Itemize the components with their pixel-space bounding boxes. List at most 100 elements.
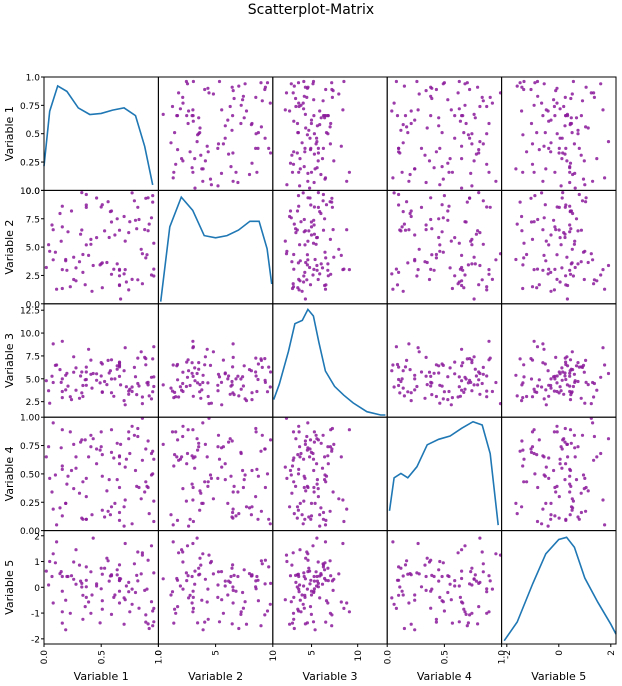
scatter-point — [80, 585, 84, 589]
scatter-point — [557, 370, 561, 374]
scatter-point — [220, 465, 224, 469]
scatter-point — [457, 375, 461, 379]
scatter-point — [295, 151, 299, 155]
scatter-point — [424, 374, 428, 378]
scatter-point — [130, 277, 134, 281]
scatter-point — [473, 367, 477, 371]
scatter-point — [490, 587, 494, 591]
scatter-point — [297, 590, 301, 594]
scatter-point — [175, 362, 180, 367]
scatter-point — [468, 613, 472, 617]
scatter-point — [72, 442, 76, 446]
scatter-point — [320, 157, 325, 161]
scatter-point — [205, 455, 209, 459]
scatter-point — [416, 541, 420, 546]
scatter-point — [390, 272, 394, 276]
scatter-point — [89, 242, 93, 246]
scatter-point — [72, 487, 76, 491]
scatter-point — [306, 179, 310, 183]
y-tick-label: 10.0 — [20, 187, 40, 197]
scatter-point — [296, 261, 300, 265]
scatter-point — [231, 89, 235, 93]
scatter-point — [321, 433, 325, 437]
scatter-point — [316, 151, 320, 155]
scatter-point — [460, 364, 464, 368]
scatter-point — [171, 523, 175, 527]
panel-5-1 — [43, 530, 159, 645]
scatter-point — [544, 239, 548, 243]
scatter-point — [453, 274, 457, 278]
scatter-point — [87, 347, 91, 351]
scatter-point — [143, 355, 147, 359]
scatter-point — [53, 473, 58, 477]
scatter-point — [305, 253, 309, 257]
scatter-point — [481, 372, 485, 376]
scatter-point — [285, 249, 289, 253]
scatter-point — [468, 87, 472, 92]
scatter-point — [460, 347, 464, 351]
scatter-point — [74, 366, 78, 370]
scatter-point — [130, 191, 134, 195]
scatter-point — [537, 283, 541, 287]
scatter-point — [149, 544, 154, 548]
scatter-point — [300, 513, 304, 517]
panel-frame — [157, 189, 274, 305]
scatter-point — [173, 453, 177, 457]
scatter-point — [237, 394, 241, 398]
scatter-point — [174, 162, 178, 166]
scatter-point — [555, 277, 559, 281]
scatter-point — [130, 522, 134, 526]
scatter-point — [568, 369, 572, 373]
scatter-point — [181, 560, 185, 564]
scatter-point — [136, 381, 140, 386]
scatter-point — [568, 428, 573, 432]
chart-title: Scatterplot-Matrix — [247, 2, 375, 18]
scatter-point — [321, 192, 325, 197]
scatter-point — [127, 288, 131, 292]
scatter-point — [564, 362, 568, 367]
scatter-point — [468, 378, 472, 382]
scatter-point — [406, 261, 410, 265]
scatter-point — [77, 260, 82, 264]
x-tick-label: 0.5 — [441, 650, 451, 664]
scatter-point — [191, 170, 195, 174]
scatter-point — [302, 107, 306, 111]
scatter-point — [563, 356, 567, 360]
scatter-point — [309, 517, 313, 521]
scatter-point — [60, 286, 64, 291]
scatter-point — [117, 268, 122, 272]
scatter-point — [606, 140, 611, 144]
scatter-point — [447, 204, 451, 208]
scatter-point — [424, 588, 428, 593]
x-tick-label: 0.0 — [383, 650, 393, 665]
scatter-point — [136, 356, 140, 360]
scatter-point — [448, 366, 452, 370]
scatter-point — [51, 342, 55, 346]
scatter-point — [463, 387, 467, 391]
scatter-point — [60, 377, 64, 381]
x-tick-label: 0.5 — [97, 650, 107, 664]
scatter-point — [429, 384, 433, 388]
scatter-point — [234, 377, 238, 381]
scatter-point — [326, 566, 330, 570]
scatter-point — [217, 457, 222, 461]
scatter-point — [103, 566, 107, 570]
scatter-point — [143, 588, 147, 593]
scatter-point — [413, 388, 417, 392]
scatter-point — [171, 176, 175, 180]
scatter-point — [460, 548, 464, 552]
scatter-point — [243, 82, 247, 86]
scatter-point — [413, 257, 417, 262]
scatter-point — [328, 125, 332, 129]
scatter-point — [207, 402, 211, 406]
scatter-point — [311, 620, 316, 624]
scatter-point — [541, 454, 545, 458]
scatter-point — [391, 363, 395, 367]
scatter-point — [566, 455, 570, 459]
scatter-point — [315, 235, 319, 240]
kde-line — [43, 84, 154, 186]
scatter-point — [60, 467, 64, 471]
scatter-point — [579, 510, 584, 515]
scatter-point — [146, 485, 150, 490]
scatter-point — [480, 95, 484, 99]
